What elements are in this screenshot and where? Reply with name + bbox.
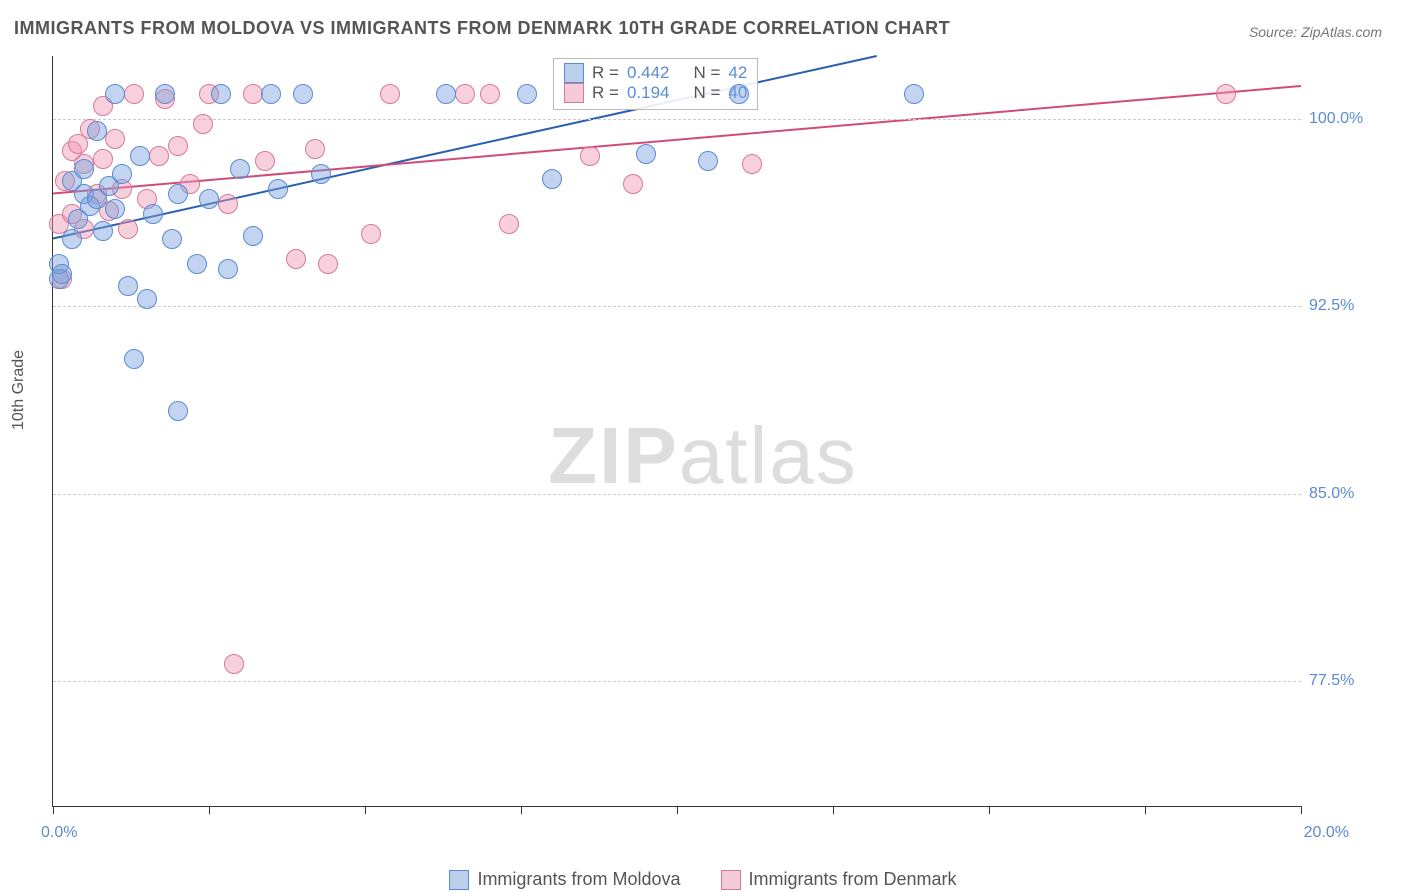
y-tick-label: 92.5% bbox=[1309, 297, 1379, 315]
correlation-row-moldova: R = 0.442 N = 42 bbox=[564, 63, 747, 83]
n-value-moldova: 42 bbox=[728, 63, 747, 83]
data-point bbox=[118, 219, 138, 239]
data-point bbox=[112, 164, 132, 184]
data-point bbox=[105, 129, 125, 149]
data-point bbox=[52, 264, 72, 284]
x-tick bbox=[1301, 806, 1302, 814]
data-point bbox=[199, 189, 219, 209]
data-point bbox=[218, 259, 238, 279]
data-point bbox=[480, 84, 500, 104]
data-point bbox=[268, 179, 288, 199]
x-tick bbox=[521, 806, 522, 814]
r-label: R = bbox=[592, 83, 619, 103]
data-point bbox=[162, 229, 182, 249]
data-point bbox=[218, 194, 238, 214]
data-point bbox=[143, 204, 163, 224]
gridline bbox=[53, 306, 1301, 307]
data-point bbox=[168, 184, 188, 204]
data-point bbox=[698, 151, 718, 171]
correlation-legend-box: R = 0.442 N = 42 R = 0.194 N = 40 bbox=[553, 58, 758, 110]
data-point bbox=[499, 214, 519, 234]
y-axis-label: 10th Grade bbox=[10, 350, 28, 430]
y-tick-label: 85.0% bbox=[1309, 485, 1379, 503]
data-point bbox=[168, 136, 188, 156]
x-tick bbox=[53, 806, 54, 814]
data-point bbox=[243, 226, 263, 246]
x-tick bbox=[677, 806, 678, 814]
data-point bbox=[580, 146, 600, 166]
r-value-denmark: 0.194 bbox=[627, 83, 670, 103]
x-tick bbox=[1145, 806, 1146, 814]
data-point bbox=[62, 229, 82, 249]
data-point bbox=[380, 84, 400, 104]
x-tick bbox=[209, 806, 210, 814]
data-point bbox=[293, 84, 313, 104]
plot-area: R = 0.442 N = 42 R = 0.194 N = 40 77.5%8… bbox=[52, 56, 1301, 807]
swatch-denmark bbox=[564, 83, 584, 103]
swatch-moldova bbox=[564, 63, 584, 83]
r-value-moldova: 0.442 bbox=[627, 63, 670, 83]
data-point bbox=[517, 84, 537, 104]
data-point bbox=[742, 154, 762, 174]
data-point bbox=[137, 289, 157, 309]
data-point bbox=[729, 84, 749, 104]
data-point bbox=[230, 159, 250, 179]
data-point bbox=[318, 254, 338, 274]
x-tick-label-min: 0.0% bbox=[41, 824, 77, 842]
data-point bbox=[105, 199, 125, 219]
data-point bbox=[243, 84, 263, 104]
data-point bbox=[193, 114, 213, 134]
data-point bbox=[455, 84, 475, 104]
legend-label-moldova: Immigrants from Moldova bbox=[477, 869, 680, 890]
bottom-legend: Immigrants from Moldova Immigrants from … bbox=[0, 869, 1406, 890]
x-tick bbox=[365, 806, 366, 814]
correlation-row-denmark: R = 0.194 N = 40 bbox=[564, 83, 747, 103]
y-tick-label: 77.5% bbox=[1309, 672, 1379, 690]
data-point bbox=[87, 121, 107, 141]
data-point bbox=[311, 164, 331, 184]
data-point bbox=[187, 254, 207, 274]
data-point bbox=[255, 151, 275, 171]
data-point bbox=[904, 84, 924, 104]
data-point bbox=[224, 654, 244, 674]
data-point bbox=[168, 401, 188, 421]
n-label: N = bbox=[693, 63, 720, 83]
legend-item-denmark: Immigrants from Denmark bbox=[721, 869, 957, 890]
data-point bbox=[1216, 84, 1236, 104]
data-point bbox=[93, 149, 113, 169]
source-attribution: Source: ZipAtlas.com bbox=[1249, 24, 1382, 40]
legend-swatch-moldova bbox=[449, 870, 469, 890]
data-point bbox=[286, 249, 306, 269]
data-point bbox=[305, 139, 325, 159]
gridline bbox=[53, 681, 1301, 682]
data-point bbox=[636, 144, 656, 164]
legend-item-moldova: Immigrants from Moldova bbox=[449, 869, 680, 890]
data-point bbox=[211, 84, 231, 104]
data-point bbox=[118, 276, 138, 296]
r-label: R = bbox=[592, 63, 619, 83]
n-label: N = bbox=[693, 83, 720, 103]
data-point bbox=[149, 146, 169, 166]
x-tick bbox=[833, 806, 834, 814]
x-tick-label-max: 20.0% bbox=[1304, 824, 1349, 842]
data-point bbox=[542, 169, 562, 189]
data-point bbox=[623, 174, 643, 194]
x-tick bbox=[989, 806, 990, 814]
data-point bbox=[261, 84, 281, 104]
data-point bbox=[124, 349, 144, 369]
data-point bbox=[361, 224, 381, 244]
gridline bbox=[53, 494, 1301, 495]
y-tick-label: 100.0% bbox=[1309, 110, 1379, 128]
data-point bbox=[93, 221, 113, 241]
gridline bbox=[53, 119, 1301, 120]
data-point bbox=[436, 84, 456, 104]
data-point bbox=[105, 84, 125, 104]
chart-title: IMMIGRANTS FROM MOLDOVA VS IMMIGRANTS FR… bbox=[14, 18, 950, 39]
legend-label-denmark: Immigrants from Denmark bbox=[749, 869, 957, 890]
data-point bbox=[124, 84, 144, 104]
data-point bbox=[74, 159, 94, 179]
data-point bbox=[155, 84, 175, 104]
data-point bbox=[130, 146, 150, 166]
legend-swatch-denmark bbox=[721, 870, 741, 890]
